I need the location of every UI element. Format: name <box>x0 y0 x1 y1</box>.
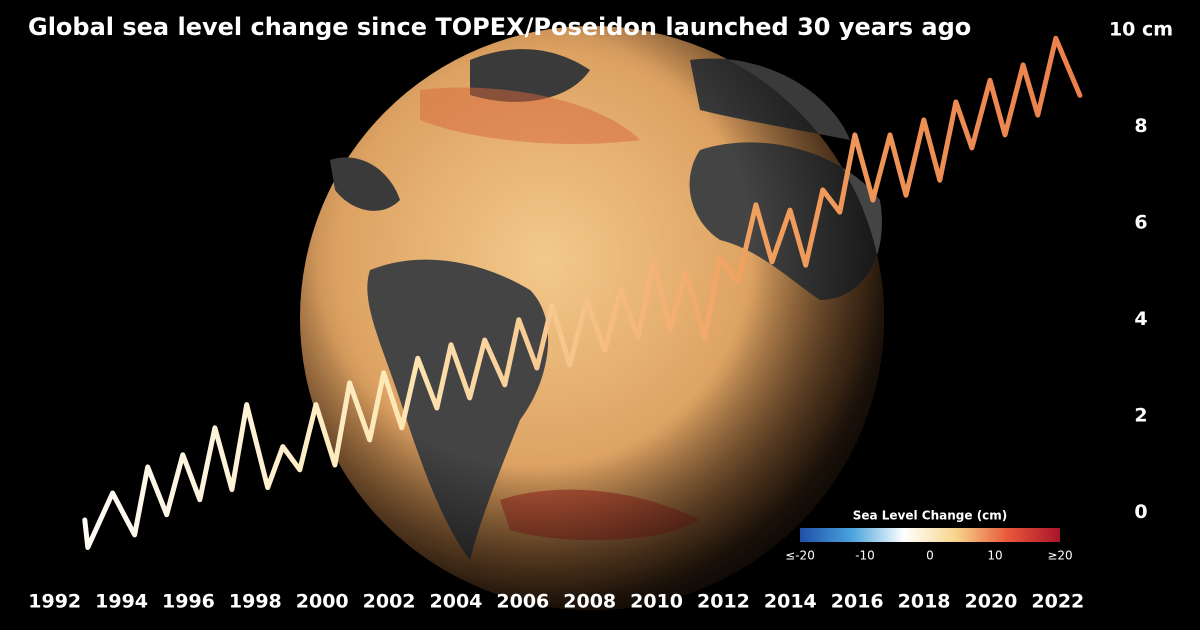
x-tick-label: 2018 <box>898 591 951 613</box>
colorbar-tick-label: -10 <box>855 549 875 563</box>
y-tick-label: 0 <box>1134 501 1147 523</box>
sea-level-line <box>82 35 1083 550</box>
x-tick-label: 2022 <box>1031 591 1084 613</box>
x-tick-label: 1994 <box>95 591 148 613</box>
x-tick-label: 1998 <box>229 591 282 613</box>
x-tick-label: 2000 <box>296 591 349 613</box>
x-tick-label: 2016 <box>831 591 884 613</box>
y-tick-label: 4 <box>1134 308 1147 330</box>
x-tick-label: 2004 <box>430 591 483 613</box>
x-tick-label: 2014 <box>764 591 817 613</box>
x-tick-label: 2020 <box>965 591 1018 613</box>
x-tick-label: 1996 <box>162 591 215 613</box>
colorbar <box>800 528 1060 542</box>
y-tick-label: 6 <box>1134 212 1147 234</box>
x-tick-label: 2012 <box>697 591 750 613</box>
colorbar-tick-label: 10 <box>987 549 1002 563</box>
chart-title: Global sea level change since TOPEX/Pose… <box>28 13 971 41</box>
colorbar-tick-label: ≤-20 <box>785 549 815 563</box>
y-tick-label: 10 cm <box>1109 19 1173 41</box>
x-tick-label: 2006 <box>496 591 549 613</box>
x-tick-label: 2002 <box>363 591 416 613</box>
x-tick-label: 2010 <box>630 591 683 613</box>
x-tick-label: 2008 <box>563 591 616 613</box>
colorbar-tick-label: ≥20 <box>1047 549 1072 563</box>
y-tick-label: 8 <box>1134 115 1147 137</box>
colorbar-title: Sea Level Change (cm) <box>853 509 1008 523</box>
colorbar-tick-label: 0 <box>926 549 934 563</box>
y-tick-label: 2 <box>1134 405 1147 427</box>
x-tick-label: 1992 <box>28 591 81 613</box>
